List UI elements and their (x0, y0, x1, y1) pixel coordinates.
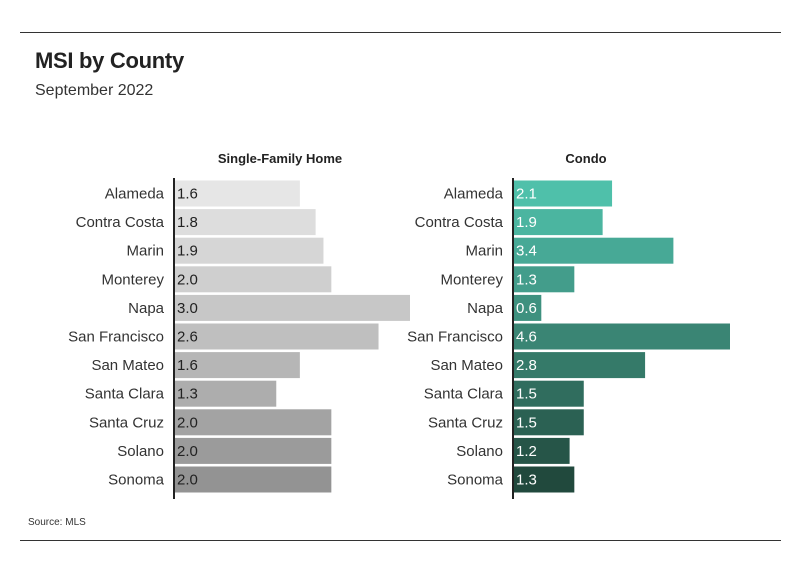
bar-condo-santa-cruz (513, 409, 584, 436)
value-label-condo-solano: 1.2 (516, 443, 537, 460)
category-label-single-family-home-san-francisco: San Francisco (68, 329, 164, 346)
category-label-single-family-home-marin: Marin (126, 243, 164, 260)
value-label-condo-monterey: 1.3 (516, 271, 537, 288)
value-label-single-family-home-san-francisco: 2.6 (177, 329, 198, 346)
top-rule (20, 32, 781, 33)
value-label-condo-san-mateo: 2.8 (516, 357, 537, 374)
value-label-single-family-home-monterey: 2.0 (177, 271, 198, 288)
category-label-condo-contra-costa: Contra Costa (415, 214, 504, 231)
value-label-condo-contra-costa: 1.9 (516, 214, 537, 231)
bar-condo-contra-costa (513, 209, 603, 236)
value-label-condo-santa-clara: 1.5 (516, 386, 537, 403)
category-label-condo-alameda: Alameda (444, 186, 504, 203)
category-label-condo-monterey: Monterey (440, 271, 503, 288)
category-label-condo-sonoma: Sonoma (447, 472, 504, 489)
value-label-single-family-home-alameda: 1.6 (177, 186, 198, 203)
bar-condo-sonoma (513, 466, 575, 493)
bottom-rule (20, 540, 781, 541)
chart-subtitle: September 2022 (35, 82, 154, 99)
category-label-single-family-home-san-mateo: San Mateo (91, 357, 164, 374)
value-label-single-family-home-solano: 2.0 (177, 443, 198, 460)
category-label-single-family-home-santa-cruz: Santa Cruz (89, 414, 164, 431)
value-label-single-family-home-napa: 3.0 (177, 300, 198, 317)
bar-condo-santa-clara (513, 380, 584, 407)
value-label-single-family-home-sonoma: 2.0 (177, 472, 198, 489)
bar-single-family-home-sonoma (174, 466, 332, 493)
chart-title: MSI by County (35, 48, 184, 73)
bar-single-family-home-monterey (174, 266, 332, 293)
bar-single-family-home-santa-clara (174, 380, 277, 407)
value-label-single-family-home-santa-clara: 1.3 (177, 386, 198, 403)
bar-single-family-home-san-mateo (174, 352, 300, 379)
bar-condo-san-francisco (513, 323, 730, 350)
bar-single-family-home-alameda (174, 180, 300, 207)
category-label-condo-santa-cruz: Santa Cruz (428, 414, 503, 431)
category-label-single-family-home-napa: Napa (128, 300, 165, 317)
category-label-single-family-home-monterey: Monterey (101, 271, 164, 288)
value-label-condo-alameda: 2.1 (516, 186, 537, 203)
value-label-condo-napa: 0.6 (516, 300, 537, 317)
category-label-single-family-home-solano: Solano (117, 443, 164, 460)
category-label-condo-marin: Marin (465, 243, 503, 260)
category-label-condo-san-mateo: San Mateo (430, 357, 503, 374)
value-label-single-family-home-santa-cruz: 2.0 (177, 414, 198, 431)
value-label-single-family-home-san-mateo: 1.6 (177, 357, 198, 374)
category-label-condo-napa: Napa (467, 300, 504, 317)
category-label-single-family-home-contra-costa: Contra Costa (76, 214, 165, 231)
bar-single-family-home-marin (174, 237, 324, 264)
panel-header-condo: Condo (565, 151, 606, 166)
panel-header-single-family-home: Single-Family Home (218, 151, 342, 166)
bar-single-family-home-santa-cruz (174, 409, 332, 436)
category-label-single-family-home-alameda: Alameda (105, 186, 165, 203)
category-label-condo-solano: Solano (456, 443, 503, 460)
value-label-condo-sonoma: 1.3 (516, 472, 537, 489)
value-label-condo-san-francisco: 4.6 (516, 329, 537, 346)
category-label-condo-santa-clara: Santa Clara (424, 386, 504, 403)
bar-condo-alameda (513, 180, 613, 207)
bar-condo-monterey (513, 266, 575, 293)
bar-single-family-home-contra-costa (174, 209, 316, 236)
category-label-single-family-home-sonoma: Sonoma (108, 472, 165, 489)
value-label-condo-santa-cruz: 1.5 (516, 414, 537, 431)
bar-condo-napa (513, 294, 542, 321)
category-label-single-family-home-santa-clara: Santa Clara (85, 386, 165, 403)
value-label-condo-marin: 3.4 (516, 243, 537, 260)
value-label-single-family-home-contra-costa: 1.8 (177, 214, 198, 231)
bar-condo-san-mateo (513, 352, 646, 379)
bar-single-family-home-napa (174, 294, 410, 321)
bar-condo-marin (513, 237, 674, 264)
source-note: Source: MLS (28, 517, 86, 528)
value-label-single-family-home-marin: 1.9 (177, 243, 198, 260)
bar-single-family-home-solano (174, 437, 332, 464)
bar-single-family-home-san-francisco (174, 323, 379, 350)
bar-condo-solano (513, 437, 570, 464)
category-label-condo-san-francisco: San Francisco (407, 329, 503, 346)
